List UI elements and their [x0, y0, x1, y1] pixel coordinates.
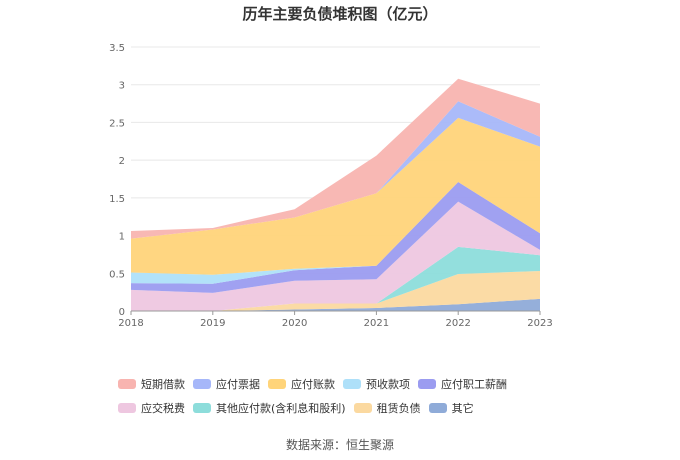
legend-label: 其他应付款(含利息和股利)	[216, 402, 346, 415]
legend-swatch	[353, 403, 372, 413]
y-tick-label: 2.5	[109, 118, 125, 129]
area-应付职工薪酬	[131, 182, 540, 293]
legend-label: 应付票据	[216, 378, 260, 391]
legend-swatch	[418, 379, 436, 389]
y-tick-label: 2	[119, 156, 125, 167]
y-tick-label: 1	[119, 232, 125, 243]
y-tick-label: 3.5	[109, 43, 125, 54]
data-source: 数据来源：恒生聚源	[285, 438, 394, 452]
y-tick-label: 1.5	[109, 194, 125, 205]
legend-item[interactable]: 其他应付款(含利息和股利)	[193, 400, 346, 416]
area-series	[131, 78, 540, 311]
stacked-area-chart: 0 0.5 1 1.5 2 2.5 3 3.5 2018 2019 2020 2021 2022 2023	[109, 43, 553, 329]
area-其他应付款(含利息和股利)	[131, 246, 540, 311]
y-tick-label: 0.5	[109, 269, 125, 280]
area-应付账款	[131, 117, 540, 275]
legend-label: 租赁负债	[376, 402, 421, 415]
area-其它	[131, 298, 540, 311]
legend-item[interactable]: 其它	[428, 400, 474, 416]
legend: 短期借款 应付票据 应付账款 预收款项 应付职工薪酬应交税费 其他应付款(含利息和股利) 租…	[118, 376, 588, 424]
legend-item[interactable]: 应付票据	[193, 376, 260, 392]
legend-label: 应交税费	[141, 402, 185, 415]
y-tick-label: 0	[119, 307, 125, 318]
legend-item[interactable]: 预收款项	[343, 376, 410, 392]
x-tick-label: 2020	[282, 318, 307, 329]
area-短期借款	[131, 78, 540, 239]
y-tick-label: 3	[119, 81, 125, 92]
legend-swatch	[428, 403, 447, 413]
area-应付票据	[131, 101, 540, 239]
x-tick-label: 2022	[445, 318, 470, 329]
chart-title: 历年主要负债堆积图（亿元）	[242, 5, 438, 23]
x-tick-label: 2021	[364, 318, 389, 329]
legend-swatch	[343, 379, 361, 389]
legend-swatch	[193, 403, 211, 413]
legend-label: 应付职工薪酬	[441, 378, 507, 391]
legend-label: 应付账款	[291, 378, 335, 391]
legend-item[interactable]: 租赁负债	[353, 400, 421, 416]
legend-swatch	[268, 379, 286, 389]
legend-label: 短期借款	[141, 378, 185, 391]
x-tick-label: 2019	[200, 318, 225, 329]
legend-item[interactable]: 应交税费	[118, 400, 185, 416]
x-tick-label: 2018	[118, 318, 143, 329]
area-租赁负债	[131, 271, 540, 311]
legend-item[interactable]: 应付职工薪酬	[418, 376, 507, 392]
x-tick-label: 2023	[527, 318, 552, 329]
legend-swatch	[118, 403, 136, 413]
axes: 0 0.5 1 1.5 2 2.5 3 3.5 2018 2019 2020 2021 2022 2023	[109, 43, 553, 329]
legend-label: 其它	[451, 402, 474, 415]
legend-item[interactable]: 应付账款	[268, 376, 335, 392]
area-应交税费	[131, 201, 540, 311]
legend-swatch	[118, 379, 136, 389]
legend-item[interactable]: 短期借款	[118, 376, 185, 392]
legend-label: 预收款项	[366, 378, 410, 391]
legend-swatch	[193, 379, 211, 389]
